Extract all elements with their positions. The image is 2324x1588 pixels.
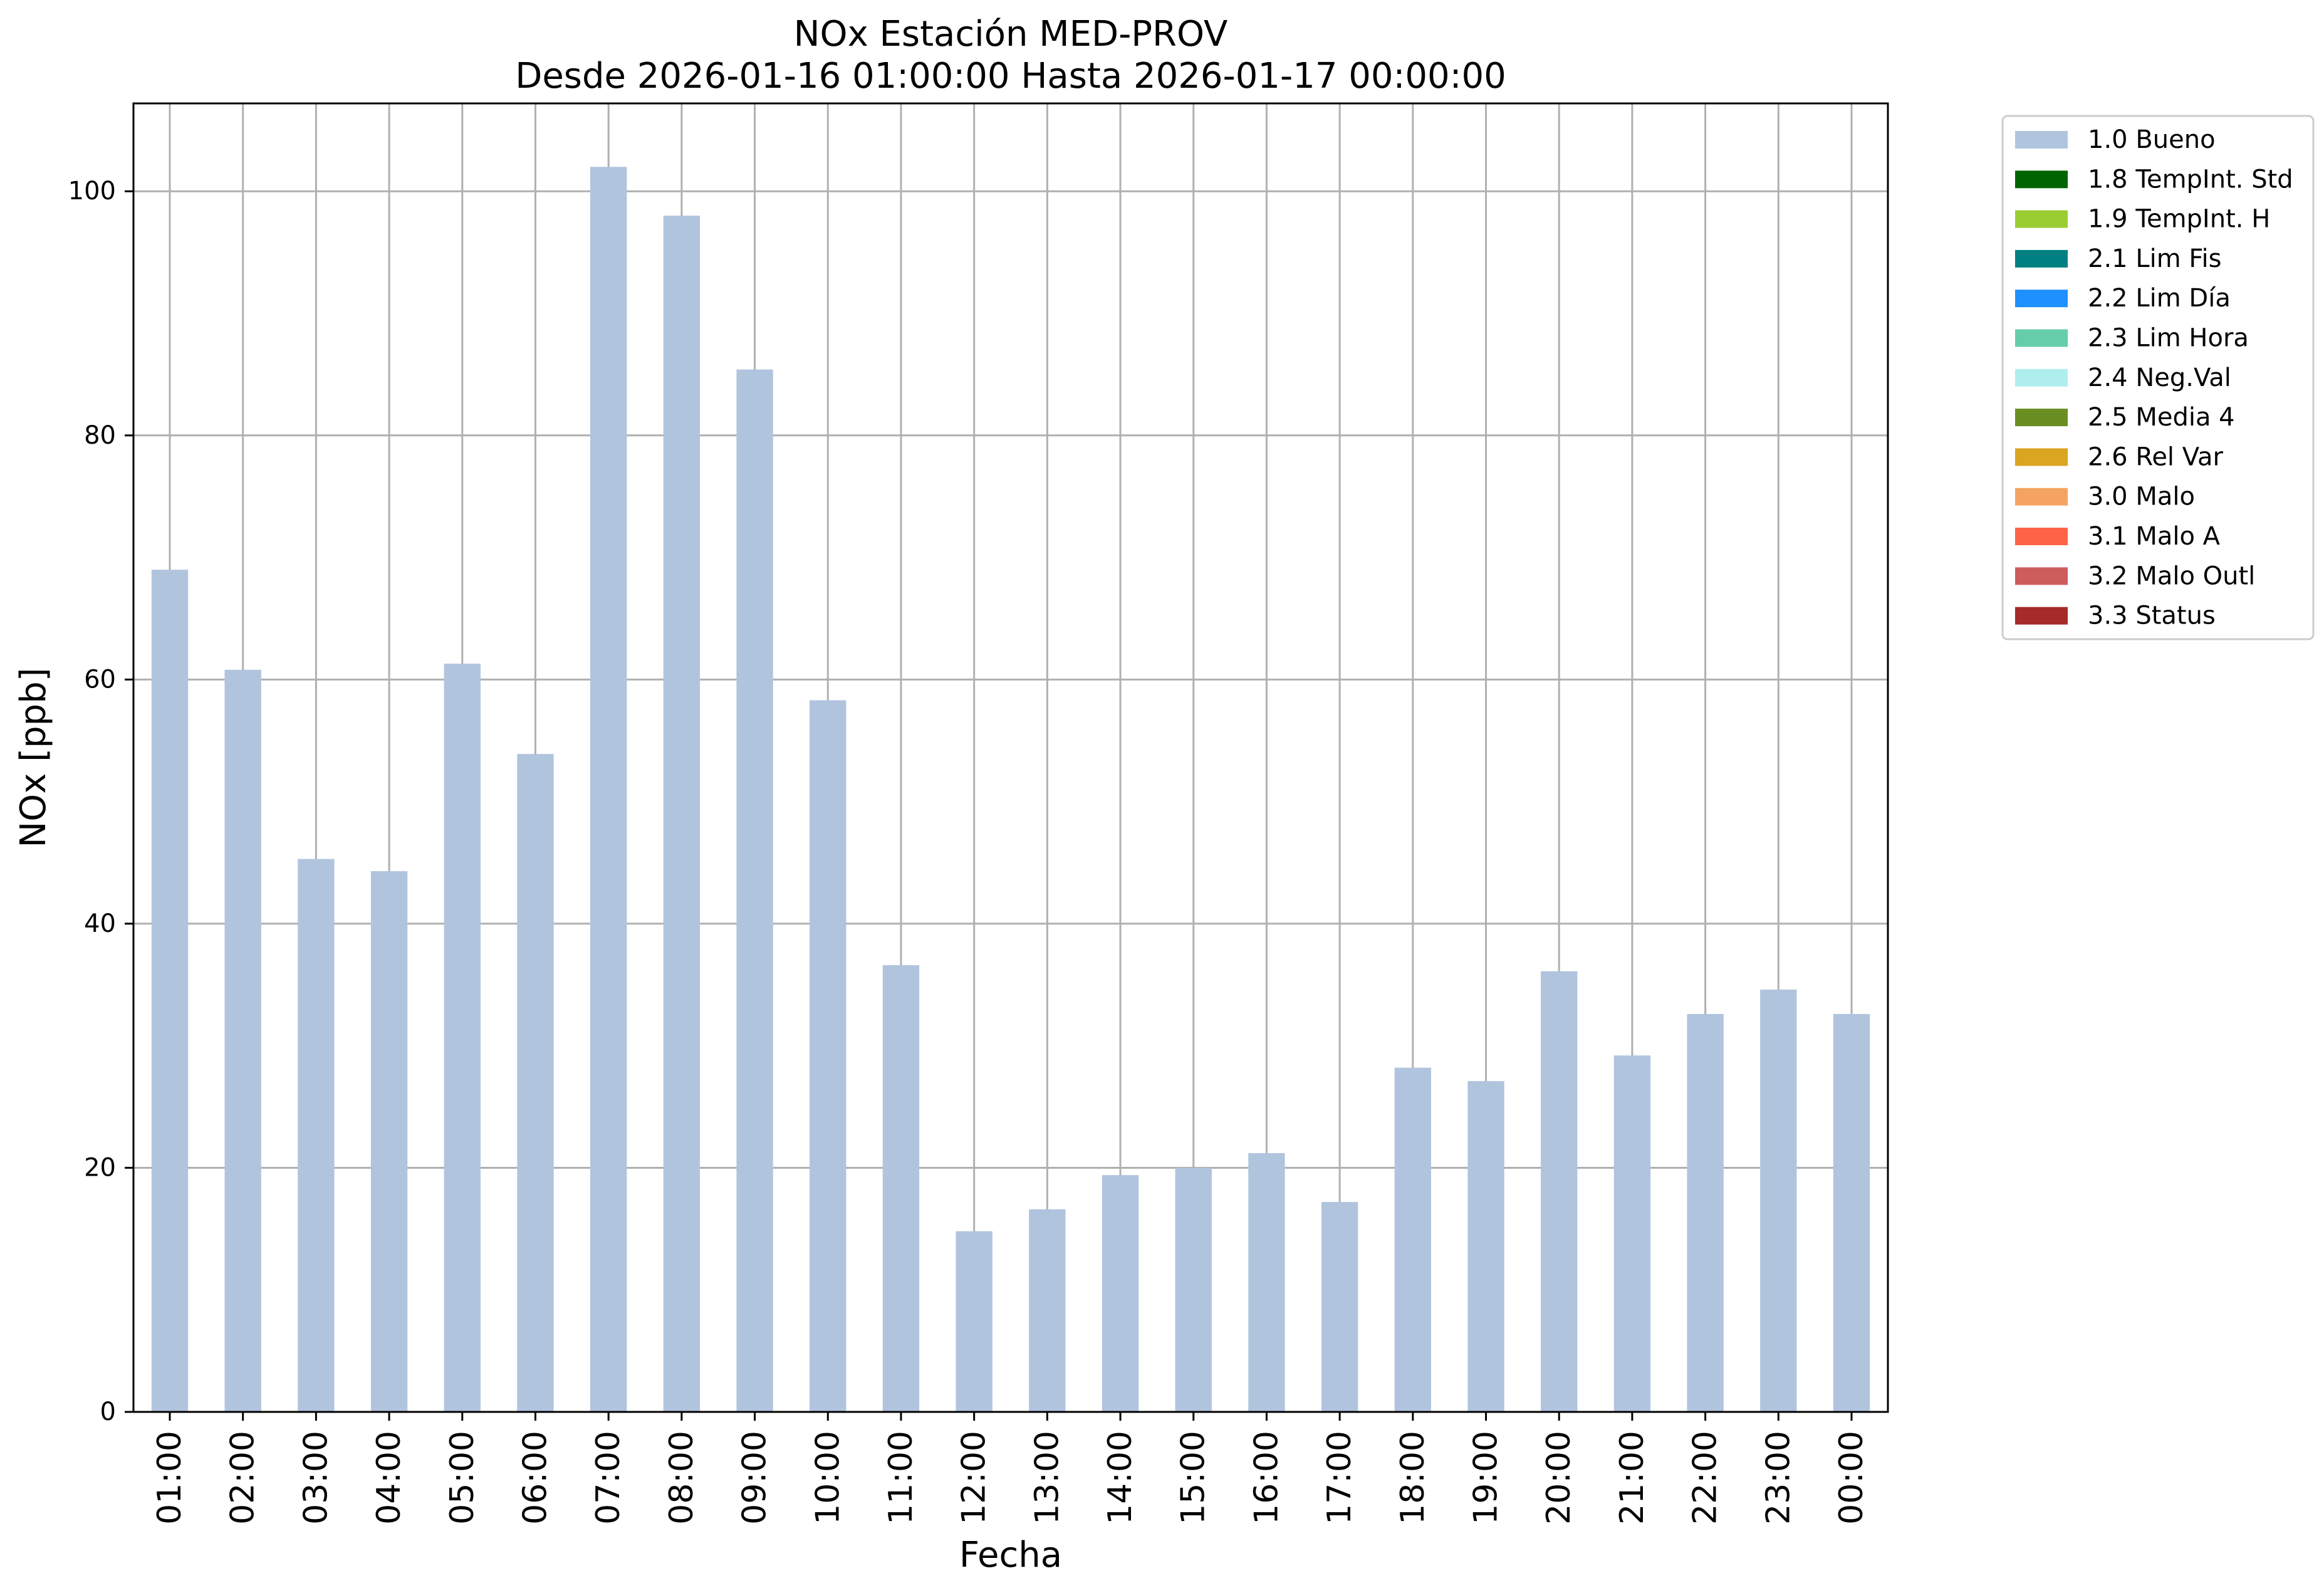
legend-swatch — [2015, 488, 2068, 506]
legend-label: 1.9 TempInt. H — [2088, 205, 2270, 234]
legend-swatch — [2015, 528, 2068, 545]
y-tick-label: 0 — [100, 1397, 116, 1426]
legend-swatch — [2015, 567, 2068, 585]
y-tick-label: 20 — [84, 1153, 116, 1182]
bar — [663, 216, 701, 1412]
bar — [370, 871, 408, 1412]
x-tick-label: 17:00 — [1321, 1431, 1358, 1525]
x-tick-label: 06:00 — [516, 1431, 554, 1525]
x-tick-label: 20:00 — [1540, 1431, 1578, 1525]
legend-label: 2.4 Neg.Val — [2088, 363, 2231, 392]
x-tick-label: 05:00 — [444, 1431, 481, 1525]
legend-label: 2.5 Media 4 — [2088, 403, 2235, 432]
legend-label: 2.1 Lim Fis — [2088, 244, 2221, 273]
bar — [590, 167, 627, 1412]
x-axis: 01:00 02:00 03:00 04:00 05:00 06:00 07:00 08:00… — [151, 1412, 1870, 1525]
legend-swatch — [2015, 607, 2068, 625]
legend-label: 2.6 Rel Var — [2088, 442, 2224, 471]
bar — [517, 754, 554, 1412]
x-tick-label: 00:00 — [1833, 1431, 1870, 1525]
x-tick-label: 12:00 — [956, 1431, 993, 1525]
bar — [1613, 1055, 1651, 1412]
x-tick-label: 21:00 — [1613, 1431, 1651, 1525]
x-tick-label: 03:00 — [297, 1431, 335, 1525]
bar — [736, 369, 773, 1412]
x-tick-label: 10:00 — [809, 1431, 847, 1525]
y-tick-label: 60 — [84, 665, 116, 694]
plot-frame — [132, 102, 1889, 1413]
bar — [1029, 1209, 1066, 1412]
bar — [1175, 1167, 1212, 1412]
bar — [1760, 990, 1797, 1412]
x-tick-label: 19:00 — [1467, 1431, 1505, 1525]
legend-swatch — [2015, 409, 2068, 427]
legend-label: 2.3 Lim Hora — [2088, 324, 2249, 353]
x-tick-label: 22:00 — [1687, 1431, 1724, 1525]
legend-swatch — [2015, 290, 2068, 308]
x-tick-label: 18:00 — [1394, 1431, 1432, 1525]
x-tick-label: 08:00 — [663, 1431, 701, 1525]
bar — [444, 664, 481, 1412]
x-tick-label: 14:00 — [1102, 1431, 1139, 1525]
chart-title: NOx Estación MED-PROV — [794, 14, 1228, 55]
bar — [1321, 1201, 1358, 1412]
legend-label: 1.8 TempInt. Std — [2088, 165, 2293, 194]
x-tick-label: 02:00 — [224, 1431, 262, 1525]
x-tick-label: 01:00 — [151, 1431, 189, 1525]
bar — [1394, 1067, 1431, 1412]
bar — [151, 570, 189, 1412]
legend-swatch — [2015, 170, 2068, 189]
x-tick-label: 13:00 — [1028, 1431, 1066, 1525]
bar — [1833, 1014, 1870, 1412]
bar — [810, 700, 847, 1412]
y-tick-label: 100 — [68, 177, 116, 206]
chart-subtitle: Desde 2026-01-16 01:00:00 Hasta 2026-01-… — [515, 56, 1506, 97]
y-axis: 0 20 40 60 80 100 — [68, 177, 133, 1426]
legend-label: 3.1 Malo A — [2088, 522, 2221, 551]
x-tick-label: 07:00 — [590, 1431, 627, 1525]
legend-swatch — [2015, 249, 2068, 268]
bar — [956, 1231, 993, 1412]
bar — [1248, 1153, 1285, 1412]
bar — [298, 859, 335, 1412]
legend-label: 2.2 Lim Día — [2088, 284, 2231, 313]
legend-swatch — [2015, 210, 2068, 228]
legend-frame — [2001, 115, 2315, 640]
bar — [224, 669, 261, 1412]
bar — [1102, 1175, 1139, 1412]
x-tick-label: 11:00 — [882, 1431, 920, 1525]
x-tick-label: 09:00 — [736, 1431, 774, 1525]
bar — [1467, 1081, 1504, 1412]
legend-swatch — [2015, 131, 2068, 149]
x-tick-label: 23:00 — [1759, 1431, 1797, 1525]
bar — [1541, 971, 1578, 1412]
bar — [882, 965, 920, 1412]
legend-label: 3.2 Malo Outl — [2088, 562, 2255, 590]
x-tick-label: 15:00 — [1175, 1431, 1212, 1525]
x-axis-label: Fecha — [959, 1535, 1062, 1575]
legend-swatch — [2015, 368, 2068, 387]
legend: 1.0 Bueno 1.8 TempInt. Std 1.9 TempInt. H 2… — [2001, 115, 2315, 640]
legend-swatch — [2015, 329, 2068, 347]
bar — [1687, 1014, 1724, 1412]
y-tick-label: 80 — [84, 421, 116, 450]
legend-label: 1.0 Bueno — [2088, 125, 2216, 154]
legend-label: 3.0 Malo — [2088, 483, 2195, 511]
y-axis-label: NOx [ppb] — [13, 667, 54, 847]
legend-label: 3.3 Status — [2088, 602, 2216, 630]
x-tick-label: 04:00 — [370, 1431, 408, 1525]
y-tick-label: 40 — [84, 909, 116, 938]
bars — [151, 167, 1870, 1412]
x-tick-label: 16:00 — [1248, 1431, 1285, 1525]
legend-swatch — [2015, 448, 2068, 466]
